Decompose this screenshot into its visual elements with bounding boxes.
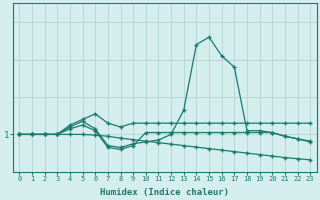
X-axis label: Humidex (Indice chaleur): Humidex (Indice chaleur) [100, 188, 229, 197]
